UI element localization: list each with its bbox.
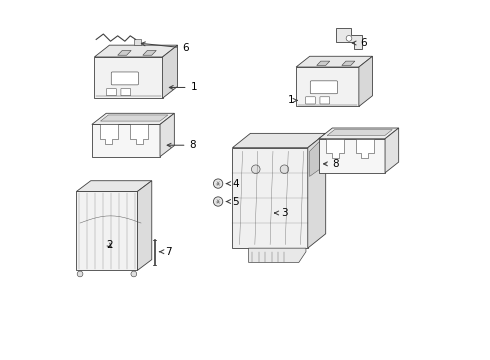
Circle shape — [346, 36, 352, 41]
Polygon shape — [118, 50, 131, 55]
Polygon shape — [95, 57, 163, 98]
Circle shape — [280, 165, 289, 174]
Polygon shape — [143, 50, 156, 55]
Polygon shape — [356, 139, 374, 158]
Polygon shape — [385, 128, 399, 173]
Polygon shape — [342, 61, 355, 66]
Polygon shape — [308, 134, 326, 248]
Polygon shape — [296, 56, 372, 67]
Text: 8: 8 — [323, 159, 339, 169]
Text: 4: 4 — [226, 179, 239, 189]
Polygon shape — [76, 181, 152, 192]
Polygon shape — [317, 61, 330, 66]
Polygon shape — [160, 113, 174, 157]
Polygon shape — [130, 125, 148, 144]
FancyBboxPatch shape — [107, 89, 116, 96]
FancyBboxPatch shape — [306, 97, 315, 104]
Polygon shape — [137, 181, 152, 270]
FancyBboxPatch shape — [310, 81, 338, 94]
Text: 1: 1 — [287, 95, 297, 105]
Polygon shape — [318, 139, 385, 173]
Circle shape — [77, 271, 83, 277]
Polygon shape — [318, 128, 399, 139]
Circle shape — [251, 165, 260, 174]
Polygon shape — [92, 113, 174, 125]
Polygon shape — [100, 125, 118, 144]
Polygon shape — [92, 125, 160, 157]
Polygon shape — [163, 45, 177, 98]
Text: 7: 7 — [160, 247, 172, 257]
Text: 6: 6 — [352, 38, 367, 48]
Circle shape — [131, 271, 137, 277]
Polygon shape — [326, 139, 344, 158]
Polygon shape — [232, 134, 326, 148]
Polygon shape — [232, 148, 308, 248]
Polygon shape — [296, 67, 359, 107]
FancyBboxPatch shape — [111, 72, 139, 85]
Text: 5: 5 — [226, 197, 239, 207]
Text: 2: 2 — [106, 240, 113, 250]
Text: 3: 3 — [275, 208, 288, 218]
Circle shape — [214, 197, 223, 206]
Polygon shape — [248, 248, 306, 262]
Text: 1: 1 — [170, 82, 197, 93]
Circle shape — [214, 179, 223, 188]
FancyBboxPatch shape — [320, 97, 330, 104]
Polygon shape — [327, 130, 392, 135]
Text: 6: 6 — [141, 42, 189, 53]
Polygon shape — [100, 115, 168, 121]
Polygon shape — [359, 56, 372, 107]
Text: 8: 8 — [167, 140, 196, 150]
Polygon shape — [310, 137, 324, 176]
Bar — [134, 40, 141, 45]
Polygon shape — [76, 192, 137, 270]
Polygon shape — [95, 45, 177, 57]
FancyBboxPatch shape — [121, 89, 131, 96]
Polygon shape — [337, 28, 362, 49]
